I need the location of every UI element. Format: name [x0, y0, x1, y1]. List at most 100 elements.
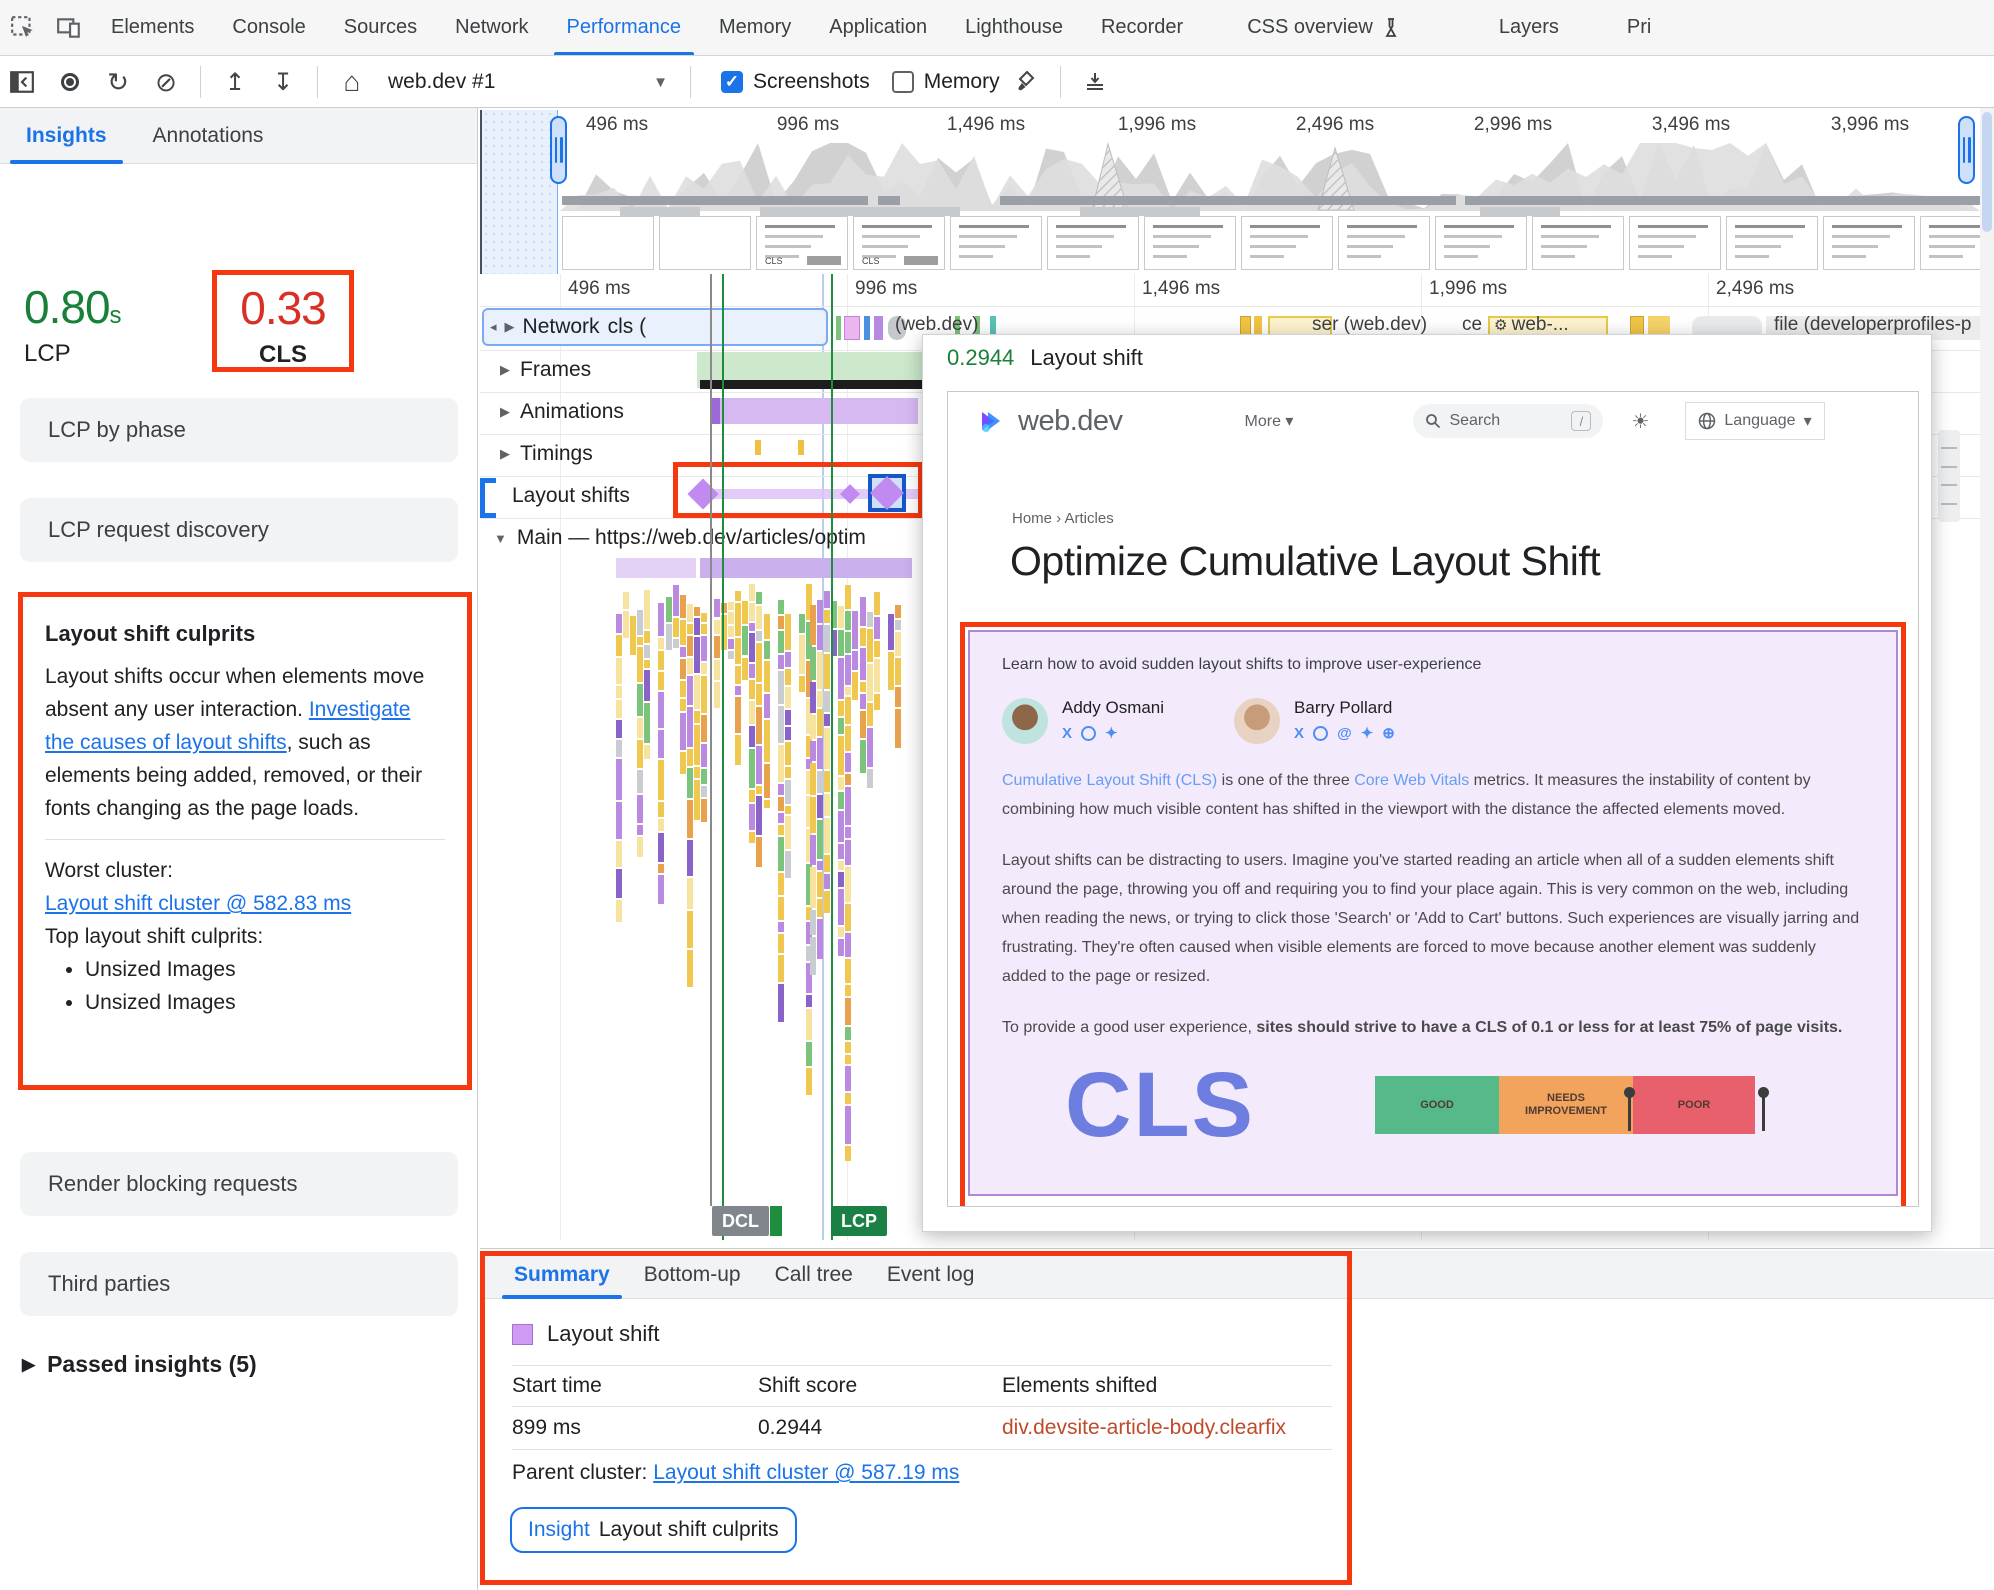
- paint-flashing-icon[interactable]: [1004, 62, 1048, 102]
- filmstrip-thumbnail[interactable]: CLS: [756, 216, 848, 270]
- record-button[interactable]: [48, 62, 92, 102]
- filmstrip-thumbnail[interactable]: [659, 216, 751, 270]
- collapse-left-icon[interactable]: ◂: [490, 319, 497, 334]
- tab-network[interactable]: Network: [455, 16, 529, 38]
- filmstrip-thumbnail[interactable]: [1823, 216, 1915, 270]
- insight-card-lcp-request-discovery[interactable]: LCP request discovery: [20, 498, 458, 562]
- layout-shift-culprits-card[interactable]: Layout shift culprits Layout shifts occu…: [18, 592, 472, 1090]
- flame-bar: [728, 601, 734, 610]
- filmstrip-thumbnail[interactable]: [950, 216, 1042, 270]
- tab-call-tree[interactable]: Call tree: [774, 1262, 853, 1286]
- filmstrip-thumbnail[interactable]: [1435, 216, 1527, 270]
- network-track-label[interactable]: ◂ ▶ Network cls (: [482, 308, 828, 346]
- layout-shifts-track-label[interactable]: Layout shifts: [512, 484, 630, 507]
- tab-bottom-up[interactable]: Bottom-up: [643, 1262, 741, 1286]
- overview-right-handle[interactable]: [1958, 116, 1975, 184]
- filmstrip-thumbnail[interactable]: CLS: [853, 216, 945, 270]
- github-icon[interactable]: [1081, 725, 1097, 741]
- flask-icon: [1381, 17, 1401, 39]
- flame-bar: [867, 612, 873, 628]
- overview-left-handle[interactable]: [550, 116, 567, 184]
- tab-summary[interactable]: Summary: [502, 1251, 622, 1299]
- flame-bar: [756, 796, 762, 836]
- tab-console[interactable]: Console: [232, 16, 306, 38]
- selected-layout-shift[interactable]: [868, 474, 906, 512]
- toggle-sidebar-icon[interactable]: [0, 62, 44, 102]
- tab-recorder[interactable]: Recorder: [1100, 16, 1184, 38]
- language-select[interactable]: Language ▾: [1685, 402, 1825, 440]
- home-icon[interactable]: ⌂: [343, 66, 361, 97]
- tab-application[interactable]: Application: [829, 16, 928, 38]
- investigate-link[interactable]: Investigate the causes of layout shifts: [45, 698, 411, 754]
- filmstrip-thumbnail[interactable]: [1144, 216, 1236, 270]
- lcp-badge[interactable]: LCP: [831, 1206, 887, 1236]
- tab-sources[interactable]: Sources: [343, 16, 418, 38]
- bluesky-icon[interactable]: ✦: [1105, 725, 1118, 742]
- x-icon[interactable]: X: [1062, 724, 1073, 742]
- more-menu[interactable]: More ▾: [1244, 413, 1294, 430]
- filmstrip-thumbnail[interactable]: [1241, 216, 1333, 270]
- scrollbar[interactable]: [1980, 108, 1994, 1248]
- parent-cluster-link[interactable]: Layout shift cluster @ 587.19 ms: [653, 1461, 960, 1484]
- tab-layers[interactable]: Layers: [1498, 16, 1559, 38]
- cls-link[interactable]: Cumulative Layout Shift (CLS): [1002, 772, 1218, 789]
- filmstrip-thumbnail[interactable]: [1726, 216, 1818, 270]
- insight-chip-button[interactable]: Insight Layout shift culprits: [510, 1507, 797, 1553]
- insight-card-render-blocking[interactable]: Render blocking requests: [20, 1152, 458, 1216]
- screenshots-checkbox[interactable]: ✓ Screenshots: [721, 70, 870, 94]
- tab-privacy-clipped[interactable]: Pri: [1626, 16, 1652, 38]
- github-icon[interactable]: [1313, 725, 1329, 741]
- ruler-tick: 1,996 ms: [1429, 278, 1508, 299]
- tab-elements[interactable]: Elements: [111, 16, 195, 38]
- tab-annotations[interactable]: Annotations: [152, 123, 264, 147]
- main-track-label[interactable]: ▼ Main — https://web.dev/articles/optim: [494, 526, 866, 549]
- bluesky-icon[interactable]: ✦: [1360, 725, 1374, 742]
- expand-track-icon[interactable]: ▶: [504, 319, 515, 334]
- mastodon-icon[interactable]: @: [1337, 724, 1352, 742]
- filmstrip-thumbnail[interactable]: [1338, 216, 1430, 270]
- frames-track-label[interactable]: ▶ Frames: [500, 358, 592, 381]
- tab-css-overview[interactable]: CSS overview: [1228, 0, 1420, 55]
- clear-button[interactable]: ⊘: [155, 66, 177, 97]
- insight-card-third-parties[interactable]: Third parties: [20, 1252, 458, 1316]
- insight-card-lcp-by-phase[interactable]: LCP by phase: [20, 398, 458, 462]
- filmstrip-thumbnail[interactable]: [1629, 216, 1721, 270]
- flame-bar: [778, 655, 784, 669]
- x-icon[interactable]: X: [1294, 724, 1305, 742]
- filmstrip-thumbnail[interactable]: [1047, 216, 1139, 270]
- filmstrip-thumbnail[interactable]: [1532, 216, 1624, 270]
- details-tabbar: Summary Bottom-up Call tree Event log: [480, 1251, 1994, 1299]
- website-icon[interactable]: ⊕: [1382, 725, 1395, 742]
- device-toolbar-icon[interactable]: [46, 8, 92, 48]
- tab-event-log[interactable]: Event log: [886, 1262, 975, 1286]
- flame-bar: [838, 843, 844, 859]
- collect-garbage-icon[interactable]: [1073, 62, 1117, 102]
- load-profile-icon[interactable]: ↥: [224, 68, 246, 96]
- worst-cluster-link[interactable]: Layout shift cluster @ 582.83 ms: [45, 892, 352, 915]
- track-mini-scrollbar[interactable]: [1938, 430, 1960, 522]
- timings-track-label[interactable]: ▶ Timings: [500, 442, 593, 465]
- scrollbar-thumb[interactable]: [1982, 112, 1992, 232]
- tab-memory[interactable]: Memory: [719, 16, 792, 38]
- tab-lighthouse[interactable]: Lighthouse: [965, 16, 1063, 38]
- shifted-element-link[interactable]: div.devsite-article-body.clearfix: [1002, 1416, 1286, 1439]
- save-profile-icon[interactable]: ↧: [272, 68, 294, 96]
- tab-insights[interactable]: Insights: [10, 108, 122, 164]
- dcl-badge[interactable]: DCL: [712, 1206, 769, 1236]
- profile-select[interactable]: web.dev #1 ▼: [378, 70, 678, 94]
- animations-track-label[interactable]: ▶ Animations: [500, 400, 624, 423]
- inspect-element-icon[interactable]: [0, 8, 46, 48]
- flame-bar: [687, 675, 693, 706]
- search-input[interactable]: Search /: [1413, 404, 1604, 438]
- flame-bar: [806, 758, 812, 769]
- flame-bar: [630, 616, 636, 656]
- breadcrumb[interactable]: Home › Articles: [1012, 510, 1114, 527]
- theme-toggle-icon[interactable]: ☀: [1631, 410, 1650, 433]
- filmstrip-thumbnail[interactable]: [562, 216, 654, 270]
- reload-and-record-button[interactable]: ↻: [107, 66, 129, 97]
- passed-insights-toggle[interactable]: ▶ Passed insights (5): [22, 1351, 257, 1378]
- memory-checkbox[interactable]: Memory: [891, 70, 1000, 94]
- tab-performance[interactable]: Performance: [548, 0, 701, 55]
- core-web-vitals-link[interactable]: Core Web Vitals: [1354, 772, 1470, 789]
- flame-bar: [680, 658, 686, 680]
